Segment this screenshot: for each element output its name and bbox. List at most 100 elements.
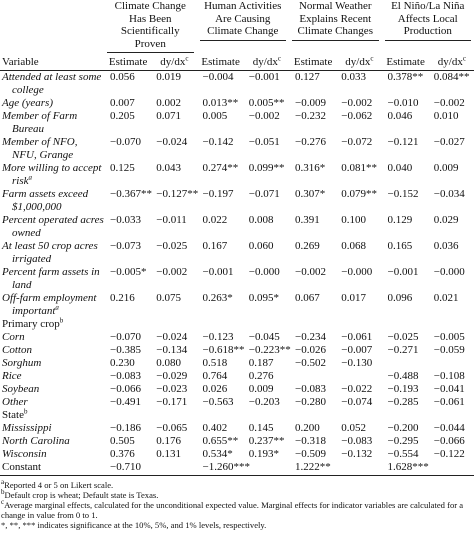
cell: 0.060 (248, 240, 274, 252)
cell: 0.056 (110, 71, 135, 83)
cell: 0.534* (202, 448, 233, 460)
cell: −0.071 (248, 188, 280, 200)
cell: −0.022 (341, 383, 373, 395)
data-row: At least 50 crop acres irrigated −0.073 −0… (0, 240, 474, 266)
cell: 0.129 (387, 214, 413, 226)
cell: −0.002 (156, 266, 188, 278)
data-row: More willing to accept riska 0.125 0.043 0.… (0, 162, 474, 188)
data-row: Constant −0.710 −1.260*** 1.222** 1.628*** (0, 461, 474, 476)
cell: −0.142 (202, 136, 234, 148)
cell: 0.033 (341, 71, 366, 83)
cell: 0.145 (248, 422, 274, 434)
cell: 0.010 (433, 110, 459, 122)
footnote-mark: c (185, 54, 189, 63)
footnote-mark: b (59, 316, 64, 325)
cell: −0.385 (110, 344, 141, 356)
cell (150, 461, 197, 476)
section-label: Stateb (0, 407, 474, 422)
row-label: Cotton (0, 344, 104, 357)
cell: 0.127 (295, 71, 320, 83)
data-row: Member of Farm Bureau 0.205 0.071 0.005 −0.0… (0, 110, 474, 136)
cell: 0.276 (248, 370, 274, 382)
cell: −0.023 (156, 383, 188, 395)
footnote-text: *, **, *** indicates significance at the… (1, 520, 267, 530)
data-row: Off-farm employment importanta 0.216 0.075… (0, 292, 474, 318)
column-header: Variable (0, 55, 104, 71)
cell: −0.001 (387, 266, 419, 278)
data-row: North Carolina 0.505 0.176 0.655** 0.237** −0… (0, 435, 474, 448)
data-row: Member of NFO, NFU, Grange −0.070 −0.024 −0… (0, 136, 474, 162)
row-label-text: At least 50 crop acres irrigated (2, 240, 98, 265)
cell: −0.710 (104, 461, 151, 476)
row-label: Member of Farm Bureau (0, 110, 104, 136)
cell: −0.041 (433, 383, 465, 395)
cell: −0.005 (433, 331, 465, 343)
cell: 1.222** (289, 461, 336, 476)
cell: 0.096 (387, 292, 413, 304)
cell: −0.029 (156, 370, 188, 382)
column-header: Estimate (381, 55, 428, 71)
row-label: North Carolina (0, 435, 104, 448)
cell: −0.000 (341, 266, 373, 278)
section-label: Primary cropb (0, 316, 474, 331)
cell (335, 461, 382, 476)
group-header: El Niño/La Niña Affects Local Production (382, 0, 474, 55)
cell: −0.127** (156, 188, 199, 200)
cell: −0.280 (295, 396, 326, 408)
cell: −0.223** (248, 344, 291, 356)
cell: 0.009 (433, 162, 459, 174)
cell: −0.070 (110, 331, 141, 343)
cell: 0.316* (295, 162, 326, 174)
cell: −0.024 (156, 331, 188, 343)
row-label: More willing to accept riska (0, 162, 104, 188)
cell: −0.271 (387, 344, 419, 356)
cell: −0.059 (433, 344, 465, 356)
regression-table: Climate Change Has Been Scientifically P… (0, 0, 474, 476)
cell: −0.002 (295, 266, 326, 278)
cell: 0.005 (202, 110, 228, 122)
cell: 0.307* (295, 188, 326, 200)
row-label: Farm assets exceed $1,000,000 (0, 188, 104, 214)
footnotes: aReported 4 or 5 on Likert scale. bDefaul… (0, 479, 474, 530)
cell: −0.009 (295, 97, 326, 109)
row-label-text: Off-farm employment important (2, 292, 97, 317)
cell: 0.099** (248, 162, 285, 174)
footnote-text: Reported 4 or 5 on Likert scale. (4, 480, 114, 490)
row-label: At least 50 crop acres irrigated (0, 240, 104, 266)
cell: −0.491 (110, 396, 141, 408)
cell: −0.074 (341, 396, 373, 408)
cell: 0.237** (248, 435, 285, 447)
data-row: Percent operated acres owned −0.033 −0.011… (0, 214, 474, 240)
row-label: Sorghum (0, 357, 104, 370)
column-label: dy/dx (252, 56, 278, 68)
group-header-row: Climate Change Has Been Scientifically P… (0, 0, 474, 55)
cell: −0.034 (433, 188, 465, 200)
cell: −0.044 (433, 422, 465, 434)
table-head: Climate Change Has Been Scientifically P… (0, 0, 474, 71)
footnote-mark: c (277, 54, 281, 63)
row-label-text: Wisconsin (2, 448, 47, 460)
footnote-mark: c (1, 498, 5, 507)
data-row: Cotton −0.385 −0.134 −0.618** −0.223** −0.026… (0, 344, 474, 357)
cell: −0.061 (341, 331, 373, 343)
group-header-text: Human Activities Are Causing Climate Cha… (199, 0, 286, 41)
section-row: Stateb (0, 407, 474, 422)
row-label-text: More willing to accept risk (2, 162, 102, 187)
row-label: Soybean (0, 383, 104, 396)
cell: 0.043 (156, 162, 181, 174)
cell: −0.005* (110, 266, 147, 278)
footnote-mark: b (24, 407, 28, 416)
cell: 0.200 (295, 422, 320, 434)
row-label: Mississippi (0, 422, 104, 435)
footnote: *, **, *** indicates significance at the… (1, 520, 474, 530)
row-label: Member of NFO, NFU, Grange (0, 136, 104, 162)
data-row: Mississippi −0.186 −0.065 0.402 0.145 0.200 0.… (0, 422, 474, 435)
group-header-text: Normal Weather Explains Recent Climate C… (292, 0, 379, 41)
cell: −0.509 (295, 448, 326, 460)
column-label: Estimate (108, 56, 148, 68)
cell: −0.070 (110, 136, 141, 148)
footnote-text: Average marginal effects, calculated for… (1, 500, 464, 520)
footnote: cAverage marginal effects, calculated fo… (1, 498, 474, 520)
cell: 0.391 (295, 214, 320, 226)
